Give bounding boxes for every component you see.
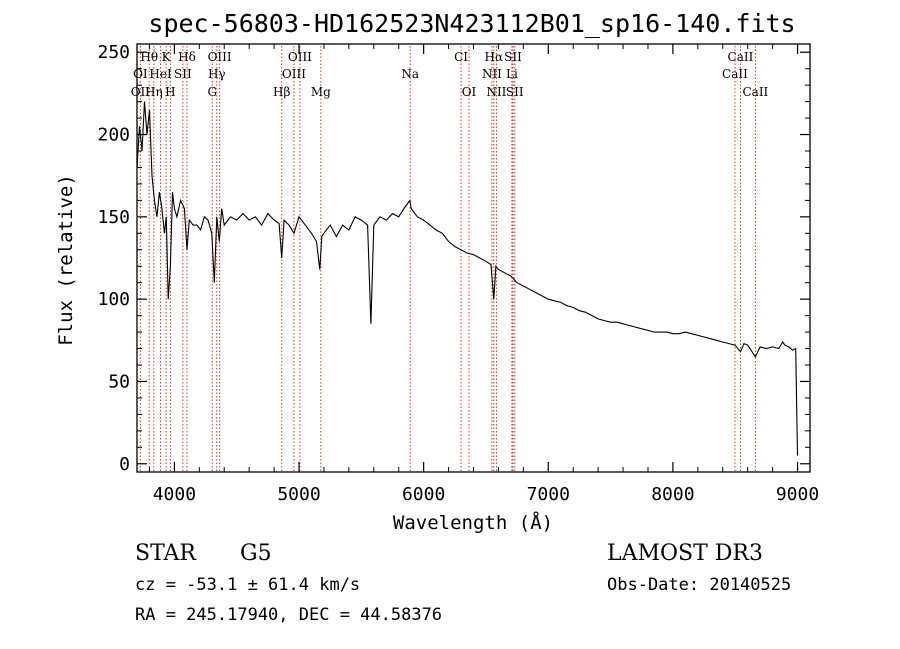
line-label-caii: CaII — [722, 67, 748, 81]
chart-title: spec-56803-HD162523N423112B01_sp16-140.f… — [148, 9, 795, 38]
x-axis-ticks: 4000 5000 6000 7000 8000 9000 — [148, 44, 819, 505]
line-label-mg: Mg — [311, 85, 331, 99]
spectrum-line — [136, 101, 799, 456]
line-label-hβ: Hβ — [273, 85, 290, 99]
y-tick-label: 150 — [97, 207, 130, 228]
line-label-h: H — [165, 85, 175, 99]
object-class: STAR — [135, 541, 197, 566]
line-label-oii: OII — [131, 85, 151, 99]
observation-date: Obs-Date: 20140525 — [607, 575, 791, 595]
x-tick-label: 5000 — [277, 484, 320, 505]
line-label-na: Na — [401, 67, 419, 81]
line-label-oi: OI — [462, 85, 477, 99]
line-label-hθ: Hθ — [140, 50, 158, 64]
line-label-caii: CaII — [742, 85, 768, 99]
line-label-li: Li — [506, 67, 518, 81]
y-tick-label: 100 — [97, 289, 130, 310]
line-label-hη: Hη — [145, 85, 163, 99]
x-tick-label: 6000 — [402, 484, 445, 505]
line-label-k: K — [162, 50, 172, 64]
line-label-hα: Hα — [485, 50, 504, 64]
line-label-hγ: Hγ — [208, 67, 226, 81]
redshift-readout: cz = -53.1 ± 61.4 km/s — [135, 575, 360, 595]
line-label-nii: NII — [486, 85, 506, 99]
y-tick-label: 250 — [97, 42, 130, 63]
x-tick-label: 8000 — [651, 484, 694, 505]
spectral-subclass: G5 — [240, 541, 272, 566]
x-tick-label: 4000 — [153, 484, 196, 505]
line-label-sii: SII — [506, 85, 524, 99]
y-tick-label: 0 — [119, 454, 130, 475]
line-label-sii: SII — [174, 67, 192, 81]
spectral-line-markers — [139, 46, 756, 472]
line-label-oiii: OIII — [208, 50, 232, 64]
line-label-nii: NII — [482, 67, 502, 81]
line-label-sii: SII — [504, 50, 522, 64]
x-tick-label: 9000 — [776, 484, 819, 505]
x-axis-label: Wavelength (Å) — [393, 511, 553, 534]
coordinates-readout: RA = 245.17940, DEC = 44.58376 — [135, 605, 442, 625]
y-tick-label: 50 — [108, 371, 130, 392]
x-tick-label: 7000 — [527, 484, 570, 505]
line-label-hei: HeI — [149, 67, 172, 81]
y-tick-label: 200 — [97, 125, 130, 146]
y-axis-label: Flux (relative) — [55, 174, 77, 346]
line-label-caii: CaII — [728, 50, 754, 64]
y-axis-ticks: 0 50 100 150 200 250 — [97, 42, 810, 475]
plot-frame — [136, 43, 811, 473]
line-label-oiii: OIII — [282, 67, 306, 81]
survey-name: LAMOST DR3 — [607, 541, 763, 566]
line-label-hδ: Hδ — [178, 50, 196, 64]
line-label-g: G — [207, 85, 217, 99]
line-label-ci: CI — [454, 50, 468, 64]
line-label-oiii: OIII — [288, 50, 312, 64]
